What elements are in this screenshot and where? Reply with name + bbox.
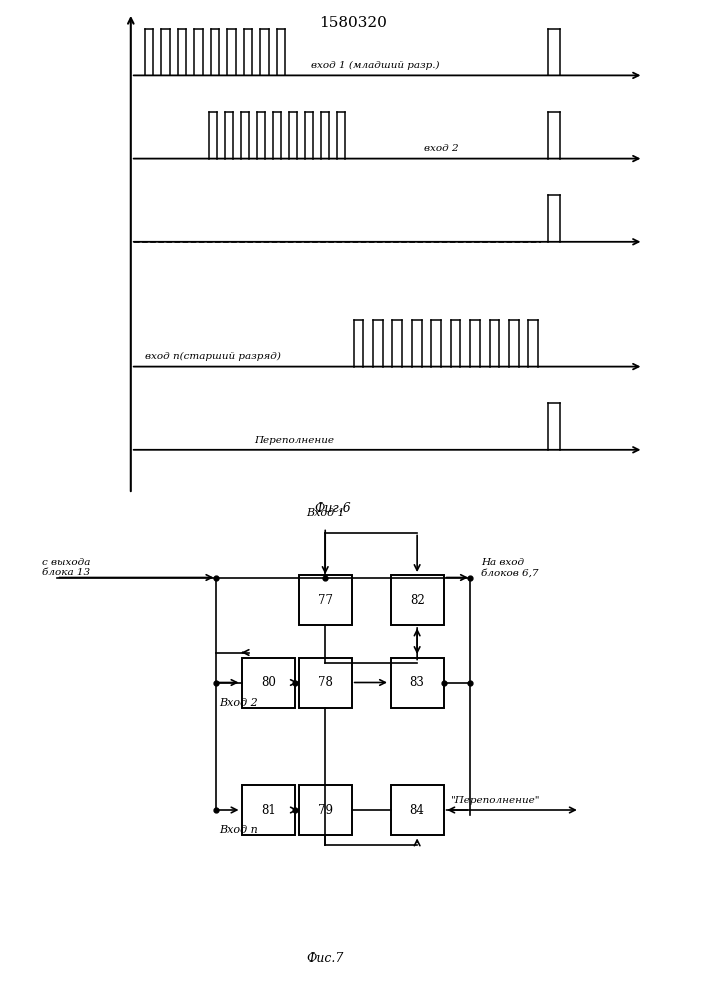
Bar [390, 785, 444, 835]
Text: 79: 79 [317, 804, 333, 816]
Text: 77: 77 [317, 593, 333, 606]
Text: вход 1 (младший разр.): вход 1 (младший разр.) [311, 61, 440, 70]
Text: 81: 81 [262, 804, 276, 816]
Text: 80: 80 [261, 676, 276, 689]
Text: 84: 84 [409, 804, 425, 816]
Text: 78: 78 [317, 676, 333, 689]
Text: Вход n: Вход n [219, 825, 258, 835]
Text: Вход 2: Вход 2 [219, 698, 258, 708]
Text: 82: 82 [410, 593, 424, 606]
Text: 83: 83 [409, 676, 425, 689]
Text: вход n(старший разряд): вход n(старший разряд) [145, 352, 281, 361]
Text: Вход 1: Вход 1 [306, 508, 344, 518]
Text: "Переполнение": "Переполнение" [451, 796, 540, 805]
Bar [299, 575, 352, 625]
Bar [390, 658, 444, 708]
Text: с выхода
блока 13: с выхода блока 13 [42, 558, 90, 577]
Bar [390, 575, 444, 625]
Bar [242, 658, 296, 708]
Text: На вход
блоков 6,7: На вход блоков 6,7 [481, 558, 538, 577]
Text: Фиг.6: Фиг.6 [314, 502, 351, 515]
Bar [299, 658, 352, 708]
Text: Фис.7: Фис.7 [307, 952, 344, 965]
Bar [299, 785, 352, 835]
Text: Переполнение: Переполнение [255, 436, 334, 445]
Text: 1580320: 1580320 [320, 16, 387, 30]
Bar [242, 785, 296, 835]
Text: вход 2: вход 2 [424, 144, 459, 153]
